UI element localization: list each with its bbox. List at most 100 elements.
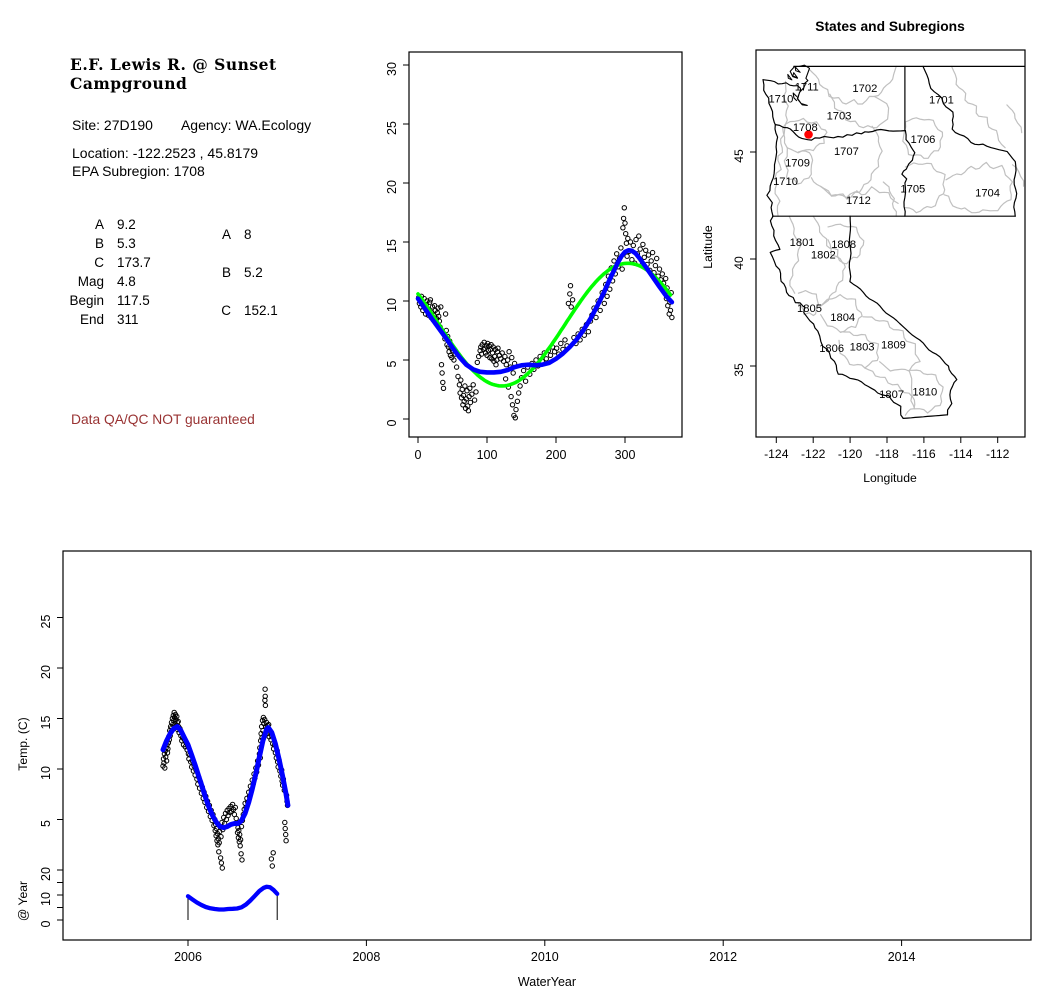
scatter-point bbox=[238, 851, 244, 857]
scatter-point bbox=[502, 376, 509, 382]
x-axis-title: Longitude bbox=[863, 471, 917, 485]
scatter-point bbox=[601, 300, 607, 307]
scatter-point bbox=[622, 220, 628, 226]
fit-param-label: A bbox=[94, 217, 104, 232]
scatter-point bbox=[568, 304, 574, 310]
puget-sound-line bbox=[796, 64, 811, 106]
x-tick-label: -120 bbox=[838, 447, 863, 461]
scatter-point bbox=[163, 758, 170, 764]
station-info-panel: E.F. Lewis R. @ Sunset Campground Site: … bbox=[0, 0, 380, 520]
y-tick-label: 25 bbox=[39, 615, 53, 629]
timeseries-plot: 2006 2008 2010 2012 2014 5 10 15 20 25 0 10 20 WaterY… bbox=[16, 550, 1032, 989]
site-label: Site: 27D190 bbox=[72, 117, 153, 133]
subregion-border bbox=[882, 181, 898, 217]
scatter-point bbox=[649, 249, 656, 256]
plot-box bbox=[408, 51, 683, 438]
fit-param-row: C 152.1 bbox=[215, 291, 290, 329]
scatter-point bbox=[174, 713, 180, 720]
scatter-point bbox=[453, 364, 460, 370]
scatter-point bbox=[232, 804, 239, 811]
x-tick-label: -116 bbox=[912, 447, 936, 461]
scatter-point bbox=[522, 378, 529, 384]
scatter-point bbox=[663, 275, 669, 282]
scatter-point bbox=[495, 345, 501, 351]
scatter-point bbox=[435, 305, 441, 311]
scatter-point bbox=[604, 293, 610, 299]
x-tick-label: 0 bbox=[415, 448, 422, 462]
scatter-point bbox=[216, 849, 222, 855]
scatter-point bbox=[474, 359, 480, 366]
scatter-point bbox=[547, 352, 554, 358]
fit-param-value: 311 bbox=[117, 312, 139, 327]
scatter-point bbox=[621, 205, 627, 211]
subregion-border bbox=[950, 65, 1006, 149]
subregion-label: 1804 bbox=[830, 312, 855, 324]
scatter-point bbox=[460, 392, 467, 399]
scatter-point bbox=[502, 353, 508, 360]
fit-param-value: 117.5 bbox=[117, 293, 150, 308]
y-tick-label: 10 bbox=[39, 766, 53, 780]
subregion-border bbox=[827, 223, 865, 265]
scatter-point bbox=[620, 225, 626, 231]
scatter-point bbox=[636, 233, 642, 239]
scatter-point bbox=[513, 406, 519, 413]
subregion-border bbox=[782, 117, 828, 154]
scatter-point bbox=[262, 702, 269, 709]
subregion-border bbox=[788, 215, 802, 294]
scatter-point bbox=[508, 393, 514, 400]
scatter-point bbox=[238, 823, 245, 830]
scatter-point bbox=[506, 349, 512, 355]
scatter-point bbox=[219, 865, 226, 871]
subregion-border bbox=[819, 294, 863, 334]
scatter-point bbox=[473, 389, 479, 395]
scatter-point bbox=[451, 357, 457, 363]
x-tick-label: 2014 bbox=[888, 950, 916, 964]
subregion-border bbox=[838, 331, 880, 369]
fit-param-row: C 173.7 bbox=[64, 253, 163, 272]
subregion-border bbox=[810, 125, 883, 199]
subregion-label: 1712 bbox=[846, 195, 871, 207]
y-tick-label: 25 bbox=[385, 121, 399, 135]
fit-param-label: C bbox=[94, 255, 104, 270]
scatter-point bbox=[641, 254, 647, 260]
plot-box bbox=[62, 550, 1032, 941]
scatter-point bbox=[233, 815, 239, 822]
x-axis-title: WaterYear bbox=[518, 975, 576, 989]
state-border bbox=[901, 130, 916, 217]
y-tick-label: 5 bbox=[39, 820, 53, 827]
scatter-point bbox=[516, 390, 522, 396]
scatter-point bbox=[645, 252, 652, 258]
scatter-point bbox=[262, 693, 268, 699]
scatter-point bbox=[654, 255, 660, 262]
y-tick-label: 15 bbox=[385, 239, 399, 253]
scatter-point bbox=[440, 379, 446, 386]
scatter-point bbox=[455, 373, 461, 380]
subregion-border bbox=[904, 162, 946, 214]
x-tick-label: -118 bbox=[875, 447, 899, 461]
scatter-point bbox=[593, 314, 599, 321]
scatter-point bbox=[567, 283, 574, 289]
scatter-point bbox=[637, 246, 643, 252]
state-border bbox=[774, 123, 907, 141]
scatter-point bbox=[493, 362, 499, 368]
coastline bbox=[789, 65, 799, 79]
fit-param-row: End 311 bbox=[64, 310, 163, 329]
subregion-label: 1707 bbox=[834, 146, 859, 158]
scatter-point bbox=[217, 855, 224, 861]
agency-label: Agency: WA.Ecology bbox=[180, 117, 312, 133]
annual-signal-curve bbox=[185, 884, 280, 912]
y-tick-label: 20 bbox=[385, 180, 399, 194]
scatter-point bbox=[656, 266, 663, 272]
scatter-point bbox=[499, 350, 505, 356]
scatter-point bbox=[270, 850, 276, 856]
fit-param-label: Begin bbox=[69, 293, 104, 308]
scatter-point bbox=[464, 388, 470, 394]
subregion-label: 1706 bbox=[911, 134, 936, 146]
sinusoid-fit-curve bbox=[416, 261, 673, 388]
scatter-point bbox=[465, 408, 472, 414]
subregion-label: 1701 bbox=[929, 95, 954, 107]
subregion-label: 1711 bbox=[795, 82, 819, 94]
epa-subregion-line: EPA Subregion: 1708 bbox=[72, 163, 205, 179]
fit-param-value: 8 bbox=[244, 226, 252, 242]
